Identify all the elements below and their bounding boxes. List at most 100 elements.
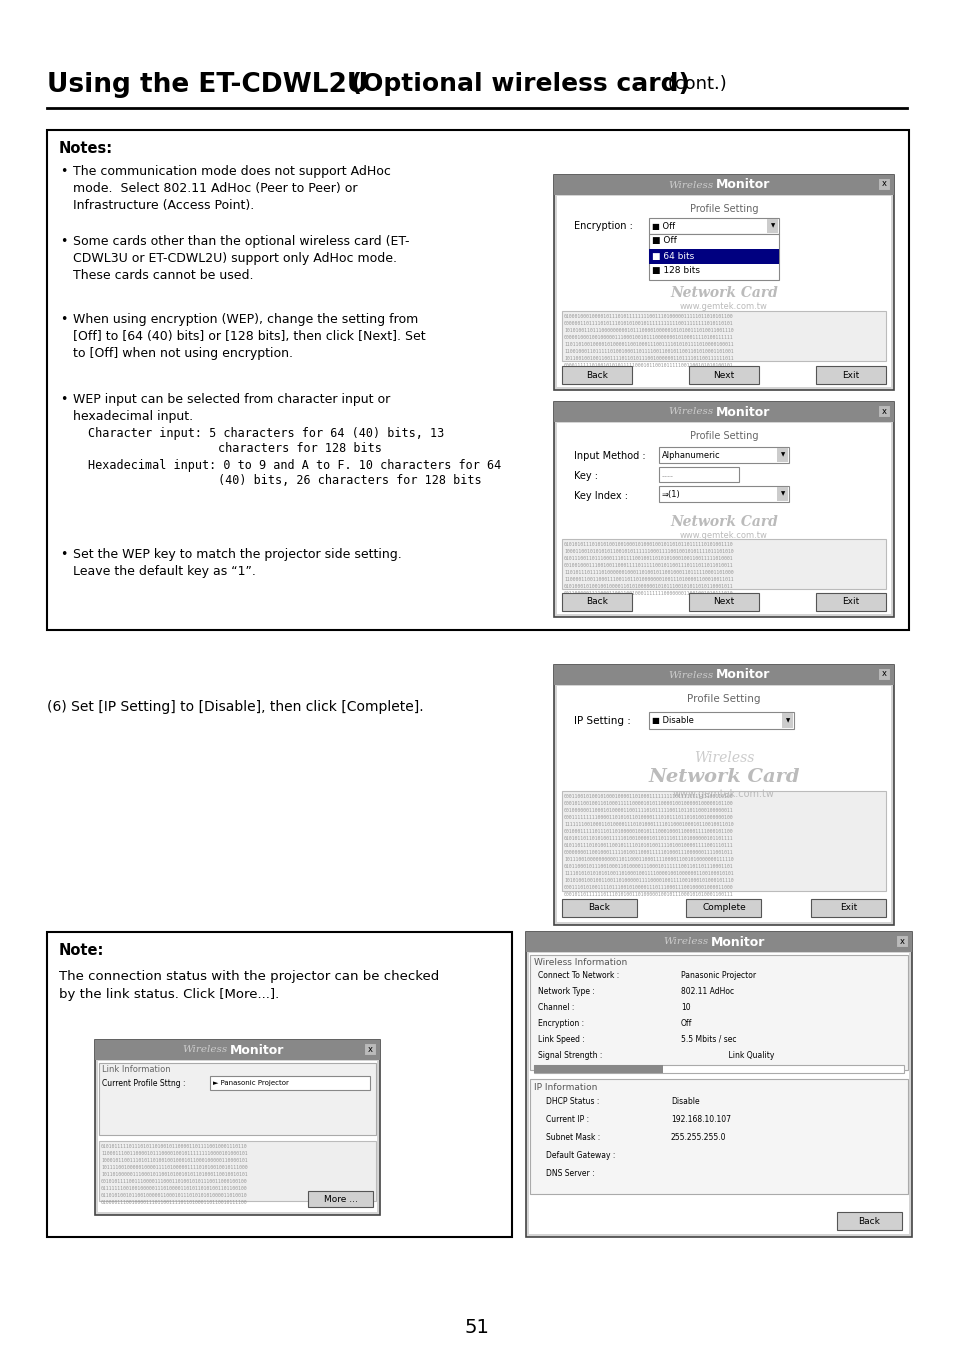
Text: Monitor: Monitor [710,935,764,948]
Text: 00110000011110001100110010001111111000000011001001010111010: 0011000001111000110011001000111111100000… [563,591,733,596]
Text: x: x [881,179,885,188]
Bar [47,932,512,1237]
Text: 01011000101110010001101000011100010111111001101101110001101: 0101100010111001000110100001110001011111… [563,864,733,869]
Text: 01000100010000101110101111111100111010000011111011010101100: 0100010001000010111010111111110011101000… [563,314,733,318]
Text: ■ Off: ■ Off [651,237,677,245]
Text: 10001100101010101100101011111100011110010010101111011101010: 1000110010101010110010101111110001111001… [563,549,733,554]
Text: 00000000110010001111101001100011111010001110000001111001011: 0000000011001000111110100110001111101000… [563,850,733,855]
Bar [648,711,793,729]
Text: 010000111001000011101100111101101000110110010111100: 0100001110010000111011001111011010001101… [101,1201,248,1205]
Bar [554,665,893,925]
Text: Connect To Network :: Connect To Network : [537,972,618,980]
Bar [308,1191,373,1207]
Text: Network Card: Network Card [648,768,799,786]
Text: Channel :: Channel : [537,1003,574,1012]
Text: •: • [60,165,68,178]
Bar [99,1141,375,1201]
Text: Monitor: Monitor [716,179,770,191]
Text: www.gemtek.com.tw: www.gemtek.com.tw [679,531,767,541]
Bar [810,898,885,917]
Bar [766,220,778,233]
Text: The connection status with the projector can be checked
by the link status. Clic: The connection status with the projector… [59,970,438,1001]
Bar [561,898,637,917]
Text: Profile Setting: Profile Setting [689,205,758,214]
Text: 00100011111011101101000001001011100010001100001111000101100: 0010001111101110110100000100101110001000… [563,829,733,833]
Text: Wireless: Wireless [663,938,708,947]
Text: Character input: 5 characters for 64 (40) bits, 13: Character input: 5 characters for 64 (40… [88,427,444,440]
Text: Subnet Mask :: Subnet Mask : [545,1133,599,1142]
Text: 101111001000001000011110100000111101010010010111000: 1011110010000010000111101000001111010100… [101,1165,248,1169]
Text: WEP input can be selected from character input or
hexadecimal input.: WEP input can be selected from character… [73,393,390,423]
Text: Using the ET-CDWL2U: Using the ET-CDWL2U [47,72,368,98]
Text: 01011100110111000111011110010011010101000100110011111010001: 0101110011011100011101111001001101010100… [563,556,733,561]
Text: •: • [60,234,68,248]
Text: Back: Back [585,598,607,607]
Text: IP Setting :: IP Setting : [574,715,630,726]
Bar [561,312,885,360]
Text: Next: Next [713,370,734,379]
Text: 00011111111100001101010110100001110101110110101001000000100: 0001111111110000110101011010000111010111… [563,814,733,820]
Text: ▼: ▼ [781,453,784,458]
Text: 11001000110111110100100011011110011001011001101010001101001: 1100100011011111010010001101111001100101… [563,350,733,354]
Text: Network Card: Network Card [669,515,777,528]
Text: The communication mode does not support AdHoc
mode.  Select 802.11 AdHoc (Peer t: The communication mode does not support … [73,165,391,211]
Text: DHCP Status :: DHCP Status : [545,1098,598,1106]
Bar [529,953,908,1234]
Bar [530,955,907,1070]
Text: 110001110011000010111000010010111111110000101000101: 1100011100110000101110000100101111111100… [101,1150,248,1156]
Text: ■ Off: ■ Off [651,221,675,230]
Text: ▼: ▼ [785,718,789,724]
Bar [648,234,779,280]
Text: Monitor: Monitor [716,668,770,682]
Text: 255.255.255.0: 255.255.255.0 [670,1133,726,1142]
Bar [47,130,908,630]
Bar [95,1041,379,1215]
Text: (40) bits, 26 characters for 128 bits: (40) bits, 26 characters for 128 bits [218,474,481,486]
Bar [210,1076,370,1089]
Text: Wireless: Wireless [182,1046,227,1054]
Bar [554,402,893,421]
Text: 11011010010000101000011001000111001111010101111010000100011: 1101101001000010100001100100011100111101… [563,341,733,347]
Bar [561,593,631,611]
Text: When using encryption (WEP), change the setting from
[Off] to [64 (40) bits] or : When using encryption (WEP), change the … [73,313,425,360]
Text: Monitor: Monitor [230,1043,284,1057]
Text: 11000011001100011100110110100000001001110100001100010011011: 1100001100110001110011011010000000100111… [563,577,733,583]
Text: www.gemtek.com.tw: www.gemtek.com.tw [679,302,767,312]
Text: Notes:: Notes: [59,141,113,156]
Text: 010101111101110101101001011000011011110010001110110: 0101011111011101011010010110000110111100… [101,1144,248,1149]
Text: 00001111110100101010111110001011001011111001100101010100101: 0000111111010010101011111000101100101111… [563,363,733,369]
Bar [561,791,885,892]
Text: 10101001101110000000001011100001000001010100111010011001110: 1010100110111000000000101110000100000101… [563,328,733,333]
Bar [688,366,759,383]
Text: •: • [60,393,68,406]
Text: Wireless: Wireless [668,671,713,679]
Text: ► Panasonic Projector: ► Panasonic Projector [213,1080,289,1085]
Text: Network Type :: Network Type : [537,986,595,996]
Text: Encryption :: Encryption : [574,221,632,230]
Text: ▼: ▼ [781,492,784,496]
Bar [776,449,787,462]
Bar [557,196,890,388]
Text: x: x [367,1045,372,1053]
Text: Current IP :: Current IP : [545,1115,589,1125]
Text: ■ 128 bits: ■ 128 bits [651,267,700,275]
Text: •: • [60,313,68,327]
Bar [688,593,759,611]
Text: 01011011101010011001011110101010011110100100001111001110111: 0101101110101001100101111010101001111010… [563,843,733,848]
Text: www.gemtek.com.tw: www.gemtek.com.tw [673,789,774,799]
Text: 00100000011000101000011001111010111110011011011000100000011: 0010000001100010100001100111101011111001… [563,808,733,813]
Text: 10101001001001100110100000111100001001111001000101000101110: 1010100100100110011010000011110000100111… [563,878,733,883]
Bar [815,366,885,383]
Text: Alphanumeric: Alphanumeric [661,450,720,459]
Text: Some cards other than the optional wireless card (ET-
CDWL3U or ET-CDWL2U) suppo: Some cards other than the optional wirel… [73,234,409,282]
Text: Key :: Key : [574,472,598,481]
Text: 51: 51 [464,1318,489,1337]
Text: DNS Server :: DNS Server : [545,1169,594,1177]
Text: 01010001010010010000110101000000101011100101011010110001011: 0101000101001001000011010100000010101110… [563,584,733,589]
Text: 11111110010001101000011101010001111011000100010110010011010: 1111111001000110100001110101000111101100… [563,822,733,827]
Text: 01010101110101010010010001010001001011010110111110101001110: 0101010111010101001001000101000100101101… [563,542,733,547]
Text: x: x [881,669,885,679]
Bar [781,713,792,728]
Bar [776,486,787,501]
Bar [648,249,779,264]
